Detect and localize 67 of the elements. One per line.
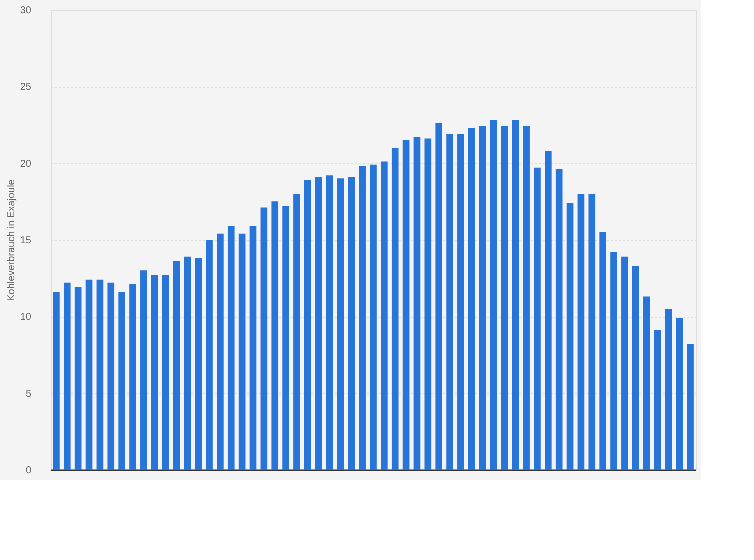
bar (130, 284, 136, 470)
bar (348, 177, 356, 470)
bar (238, 234, 246, 470)
bar (206, 240, 213, 470)
bar (392, 148, 399, 470)
bar (228, 226, 235, 470)
bar (436, 123, 443, 470)
bar (523, 126, 530, 470)
bar (272, 202, 279, 470)
bar (556, 169, 563, 470)
bar (282, 206, 290, 470)
bar (566, 203, 574, 470)
bar (173, 261, 180, 470)
bar (446, 134, 454, 470)
bar (294, 194, 300, 470)
bar (545, 151, 552, 470)
y-tick-label: 25 (20, 82, 32, 94)
bar (687, 344, 694, 470)
bar (643, 296, 650, 470)
bar (217, 234, 224, 470)
bar (96, 280, 104, 470)
bar (359, 166, 366, 470)
bar (315, 177, 322, 470)
bar (534, 168, 541, 470)
bar (184, 256, 192, 470)
bar (118, 292, 126, 470)
bar (86, 280, 93, 470)
y-tick-label: 10 (20, 312, 32, 324)
bar (632, 266, 640, 470)
bar (665, 309, 672, 470)
bar (501, 126, 508, 470)
bar (108, 282, 115, 470)
bar (337, 178, 344, 470)
y-tick-label: 30 (20, 6, 32, 16)
bar (479, 126, 486, 470)
y-tick-label: 15 (20, 236, 32, 246)
y-axis-title: Kohleverbrauch in Exajoule (6, 179, 18, 302)
bar (326, 176, 334, 470)
y-tick-label: 5 (26, 388, 32, 400)
bar (610, 252, 618, 470)
bar (381, 162, 388, 470)
bar (140, 270, 148, 470)
bar (490, 120, 498, 470)
bar (468, 128, 476, 470)
bar (458, 134, 464, 470)
bar (414, 137, 421, 470)
bar (304, 180, 312, 470)
bar (676, 318, 684, 470)
bar (260, 208, 268, 470)
bar (654, 330, 662, 470)
bar (622, 256, 628, 470)
bar (402, 140, 410, 470)
bar (151, 275, 158, 470)
bar (64, 282, 71, 470)
bar (578, 194, 585, 470)
bar (600, 232, 606, 470)
bar (162, 275, 170, 470)
bar (370, 164, 377, 470)
bar (588, 194, 596, 470)
bar (74, 288, 82, 470)
bar (53, 292, 60, 470)
bar (512, 120, 520, 470)
y-tick-label: 20 (20, 158, 32, 170)
bar (424, 138, 432, 470)
bar (250, 226, 257, 470)
bar (195, 258, 202, 470)
y-tick-label: 0 (26, 466, 32, 476)
